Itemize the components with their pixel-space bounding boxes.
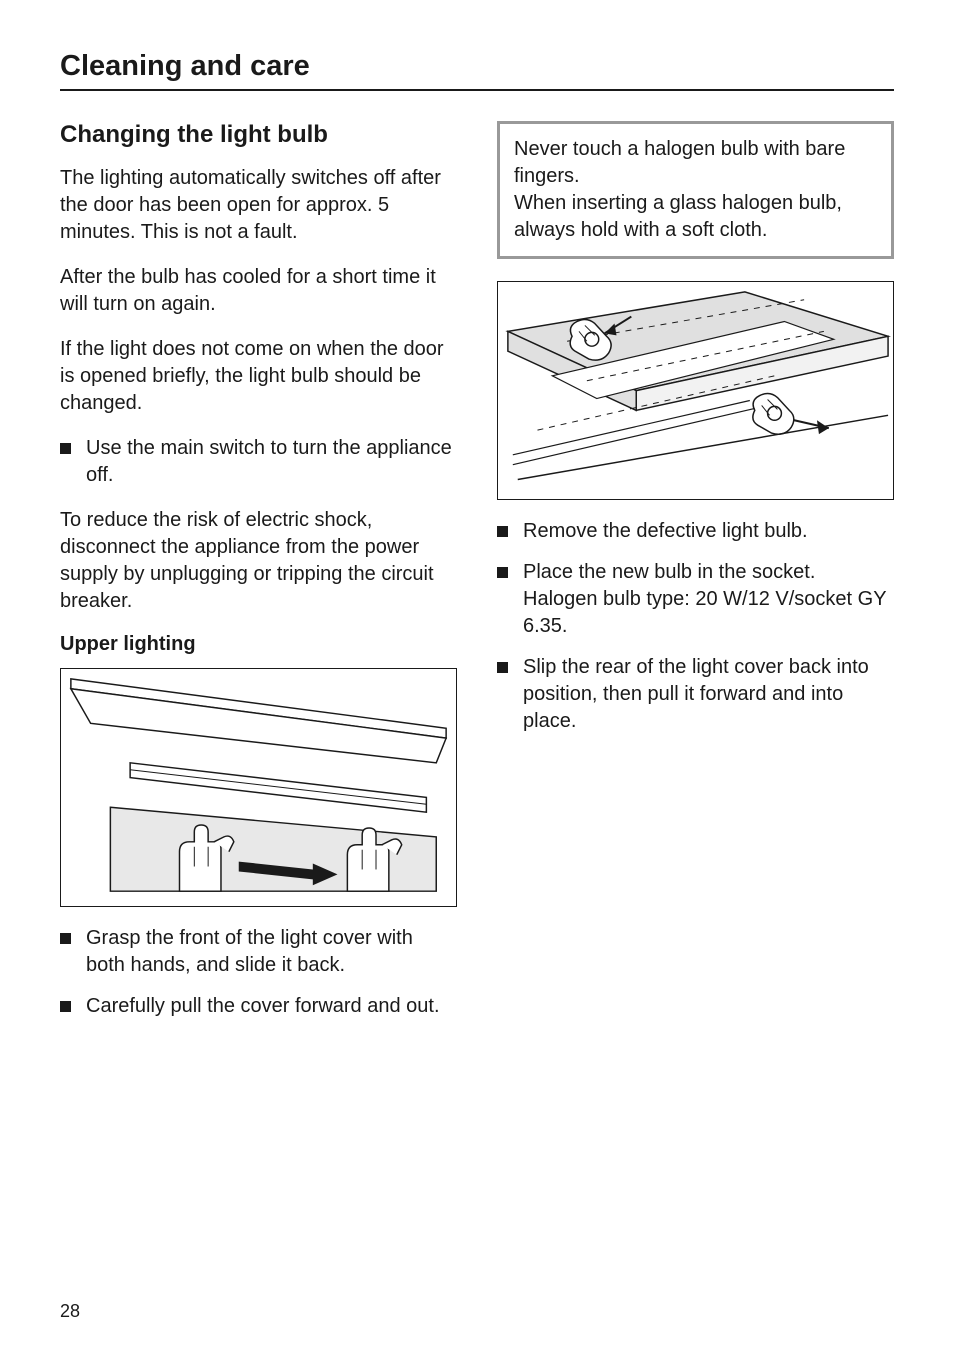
section-heading: Changing the light bulb: [60, 121, 457, 149]
right-column: Never touch a halogen bulb with bare fin…: [497, 121, 894, 1038]
bullet-a-1: Use the main switch to turn the applianc…: [60, 435, 457, 489]
figure-1: [60, 668, 457, 907]
paragraph-2: After the bulb has cooled for a short ti…: [60, 264, 457, 318]
bullet-c-3: Slip the rear of the light cover back in…: [497, 654, 894, 735]
page-number: 28: [60, 1301, 80, 1322]
page-header: Cleaning and care: [60, 50, 894, 91]
callout-line-2: When inserting a glass halogen bulb, alw…: [514, 190, 877, 244]
bullet-b-2: Carefully pull the cover forward and out…: [60, 993, 457, 1020]
figure-2-svg: [498, 282, 893, 499]
paragraph-4: To reduce the risk of electric shock, di…: [60, 507, 457, 615]
content-columns: Changing the light bulb The lighting aut…: [60, 121, 894, 1038]
bullet-list-a: Use the main switch to turn the applianc…: [60, 435, 457, 489]
bullet-c-1: Remove the defective light bulb.: [497, 518, 894, 545]
bullet-list-c: Remove the defective light bulb. Place t…: [497, 518, 894, 735]
bullet-list-b: Grasp the front of the light cover with …: [60, 925, 457, 1020]
bullet-b-1: Grasp the front of the light cover with …: [60, 925, 457, 979]
left-column: Changing the light bulb The lighting aut…: [60, 121, 457, 1038]
callout-box: Never touch a halogen bulb with bare fin…: [497, 121, 894, 259]
figure-1-svg: [61, 669, 456, 906]
paragraph-1: The lighting automatically switches off …: [60, 165, 457, 246]
paragraph-3: If the light does not come on when the d…: [60, 336, 457, 417]
figure-2: [497, 281, 894, 500]
page-title: Cleaning and care: [60, 50, 894, 83]
sub-heading: Upper lighting: [60, 633, 457, 656]
bullet-c-2: Place the new bulb in the socket. Haloge…: [497, 559, 894, 640]
callout-line-1: Never touch a halogen bulb with bare fin…: [514, 136, 877, 190]
